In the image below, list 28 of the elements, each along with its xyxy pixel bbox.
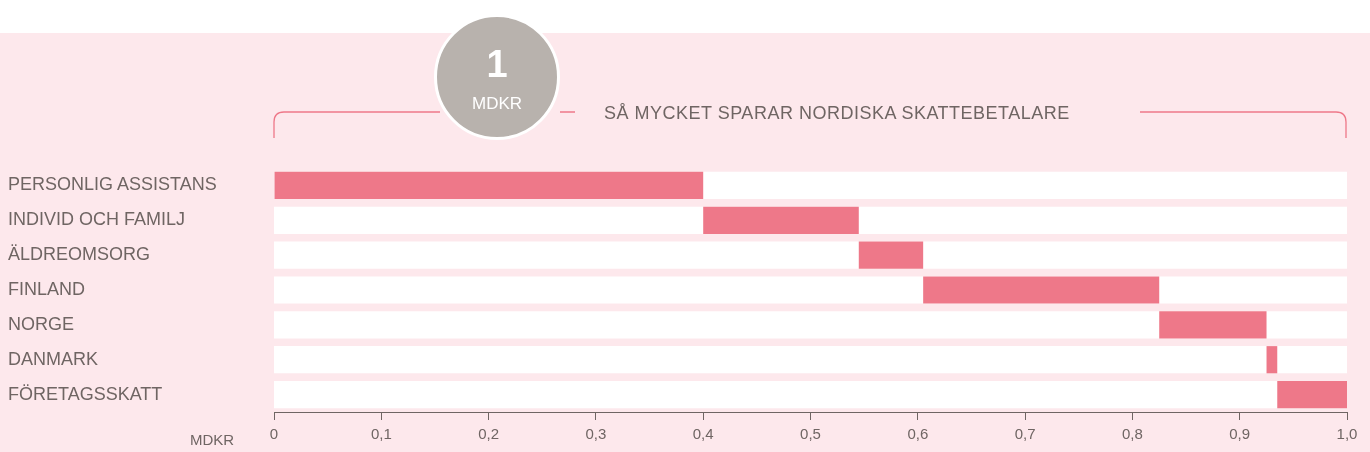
x-tick-label: 0,5 <box>800 425 821 443</box>
x-tick-label: 0 <box>269 425 279 443</box>
x-tick-label: 0,6 <box>907 425 929 443</box>
bar <box>1277 380 1347 409</box>
bar <box>703 206 859 234</box>
bar <box>1266 346 1278 374</box>
y-tick-label: FÖRETAGSSKATT <box>8 383 163 404</box>
x-tick-label: 0,9 <box>1229 425 1251 443</box>
x-axis-title: MDKR <box>190 431 235 448</box>
x-tick-label: 0,8 <box>1121 425 1143 443</box>
bar <box>1159 311 1267 339</box>
text: 1 <box>485 43 509 85</box>
bar <box>923 276 1160 304</box>
x-tick-label: 0,4 <box>692 425 714 443</box>
x-tick-label: 0,3 <box>585 425 607 443</box>
chart-title: SÅ MYCKET SPARAR NORDISKA SKATTEBETALARE <box>604 103 1070 124</box>
y-tick-label: PERSONLIG ASSISTANS <box>8 174 217 195</box>
y-tick-label: FINLAND <box>8 278 86 299</box>
x-tick-label: 1,0 <box>1336 425 1358 443</box>
y-tick-label: ÄLDREOMSORG <box>8 244 151 265</box>
y-tick-label: DANMARK <box>8 348 99 369</box>
x-tick-label: 0,7 <box>1014 425 1036 443</box>
bar <box>858 241 924 269</box>
y-tick-label: INDIVID OCH FAMILJ <box>8 209 186 230</box>
y-tick-label: NORGE <box>8 313 75 334</box>
x-tick-label: 0,2 <box>478 425 500 443</box>
text: MDKR <box>470 94 524 114</box>
x-tick-label: 0,1 <box>370 425 392 443</box>
